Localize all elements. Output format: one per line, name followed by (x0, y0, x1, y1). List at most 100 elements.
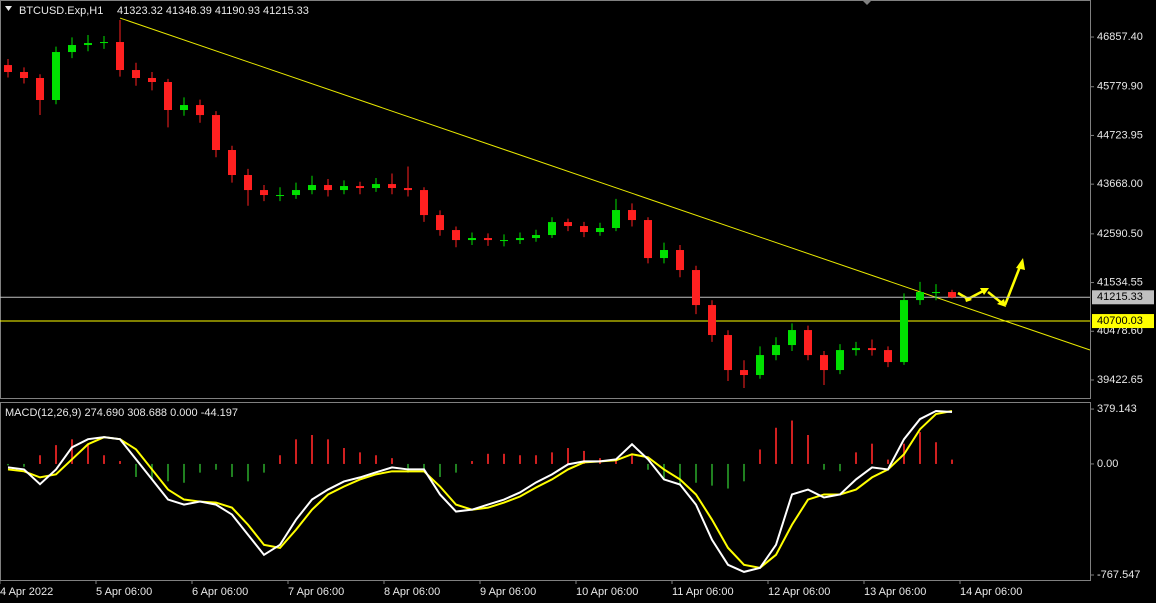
histogram-bar (455, 463, 457, 473)
candle-body (852, 348, 860, 351)
macd-line (7, 409, 953, 573)
signal-line (7, 409, 953, 569)
x-tick-label: 6 Apr 06:00 (192, 586, 248, 598)
histogram-bar (487, 453, 489, 464)
y-tick-label: 46857.40 (1097, 31, 1143, 43)
candle-body (612, 210, 620, 229)
candle-body (68, 45, 76, 53)
candle-body (164, 82, 172, 111)
histogram-bar (503, 453, 505, 464)
histogram-bar (103, 455, 105, 464)
candle-body (724, 335, 732, 371)
arrow-segment (1003, 263, 1023, 306)
histogram-bar (711, 463, 713, 486)
histogram-bar (679, 463, 681, 486)
histogram-bar (311, 434, 313, 464)
candle-body (932, 292, 940, 294)
x-tick-label: 10 Apr 06:00 (576, 586, 638, 598)
x-tick-label: 9 Apr 06:00 (480, 586, 536, 598)
candle-body (708, 305, 716, 336)
arrow-head (964, 295, 972, 302)
candle-body (292, 190, 300, 196)
histogram-bar (743, 463, 745, 482)
candle-body (868, 348, 876, 351)
candle-body (756, 355, 764, 376)
histogram-bar (343, 448, 345, 464)
histogram-bar (807, 434, 809, 464)
histogram-bar (135, 463, 137, 477)
arrow-heads (964, 258, 1025, 307)
histogram-bar (871, 443, 873, 464)
ohlc-text: 41323.32 41348.39 41190.93 41215.33 (117, 5, 309, 17)
histogram-bar (823, 463, 825, 470)
candle-body (884, 350, 892, 363)
candle-body (484, 238, 492, 241)
histogram-bar (615, 459, 617, 464)
histogram-bar (855, 452, 857, 464)
candle-body (116, 42, 124, 71)
candle-body (420, 190, 428, 216)
candle-body (52, 52, 60, 101)
histogram-bar (327, 439, 329, 464)
histogram-bar (631, 453, 633, 464)
candle-body (516, 238, 524, 241)
histogram-bar (951, 459, 953, 464)
candle-body (916, 292, 924, 301)
candle-body (548, 222, 556, 236)
histogram-bar (295, 439, 297, 464)
histogram-bar (55, 445, 57, 464)
histogram-bar (727, 463, 729, 489)
histogram-bar (119, 461, 121, 464)
price-label: 41215.33 (1097, 291, 1143, 303)
candle-body (340, 186, 348, 191)
histogram-bar (87, 443, 89, 464)
y-tick-label: 44723.95 (1097, 129, 1143, 141)
candle-body (180, 105, 188, 111)
candle-body (20, 72, 28, 79)
candle-body (36, 78, 44, 101)
y-tick-label: 39422.65 (1097, 374, 1143, 386)
histogram-bar (583, 450, 585, 464)
histogram-bar (279, 455, 281, 464)
histogram-bar (247, 463, 249, 482)
candle-body (148, 78, 156, 83)
histogram-bar (359, 452, 361, 464)
candle-body (324, 185, 332, 191)
y-tick-label: 41534.55 (1097, 276, 1143, 288)
trend-line (119, 17, 1091, 351)
main-panel-frame (0, 0, 1091, 399)
candle-body (564, 222, 572, 227)
candle-body (948, 292, 956, 298)
histogram-bar (215, 463, 217, 470)
candle-body (308, 185, 316, 191)
candle-body (4, 65, 12, 73)
histogram-bar (791, 420, 793, 464)
candle-body (788, 330, 796, 346)
histogram-bar (567, 448, 569, 464)
histogram-bar (71, 439, 73, 464)
arrow-head (997, 299, 1006, 307)
x-tick-label: 4 Apr 2022 (0, 586, 53, 598)
histogram-bar (7, 463, 9, 466)
arrow-head (1016, 258, 1025, 270)
histogram-bar (391, 458, 393, 464)
candle-body (660, 250, 668, 259)
histogram-bar (423, 463, 425, 472)
menu-triangle[interactable] (5, 6, 12, 11)
candle-body (404, 188, 412, 191)
candle-body (100, 42, 108, 44)
histogram-bar (551, 452, 553, 464)
price-label-box (1092, 290, 1154, 305)
candle-body (228, 150, 236, 176)
macd-title: MACD(12,26,9) 274.690 308.688 0.000 -44.… (5, 407, 238, 419)
histogram-bar (151, 463, 153, 480)
histogram-bar (39, 455, 41, 464)
histogram-bar (519, 455, 521, 464)
arrow-head (980, 288, 989, 295)
candle-body (372, 184, 380, 189)
histogram-bar (935, 442, 937, 464)
candle-body (388, 184, 396, 189)
